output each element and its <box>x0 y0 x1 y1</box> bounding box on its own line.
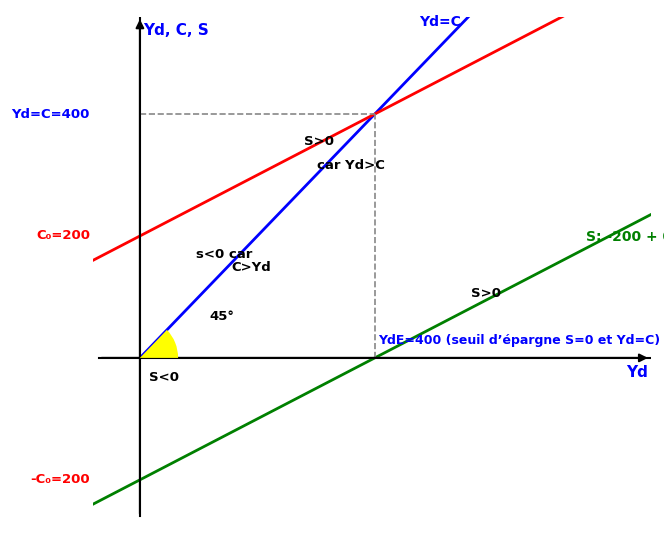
Wedge shape <box>140 330 178 358</box>
Text: YdE=400 (seuil d’épargne S=0 et Yd=C): YdE=400 (seuil d’épargne S=0 et Yd=C) <box>378 334 660 347</box>
Text: S>0: S>0 <box>471 288 501 300</box>
Text: S: -200 + 0.5Yd: S: -200 + 0.5Yd <box>586 230 664 244</box>
Text: Yd: Yd <box>626 365 648 380</box>
Text: S<0: S<0 <box>149 371 179 384</box>
Text: S>0: S>0 <box>304 135 334 148</box>
Text: C₀=200: C₀=200 <box>36 229 90 243</box>
Text: -C₀=200: -C₀=200 <box>31 474 90 486</box>
Text: Yd, C, S: Yd, C, S <box>143 23 208 37</box>
Text: C>Yd: C>Yd <box>231 261 271 274</box>
Text: s<0 car: s<0 car <box>196 248 252 261</box>
Text: Yd=C=400: Yd=C=400 <box>12 108 90 120</box>
Text: 45°: 45° <box>210 310 234 323</box>
Text: car Yd>C: car Yd>C <box>317 160 385 172</box>
Text: Yd=C: Yd=C <box>419 15 461 29</box>
